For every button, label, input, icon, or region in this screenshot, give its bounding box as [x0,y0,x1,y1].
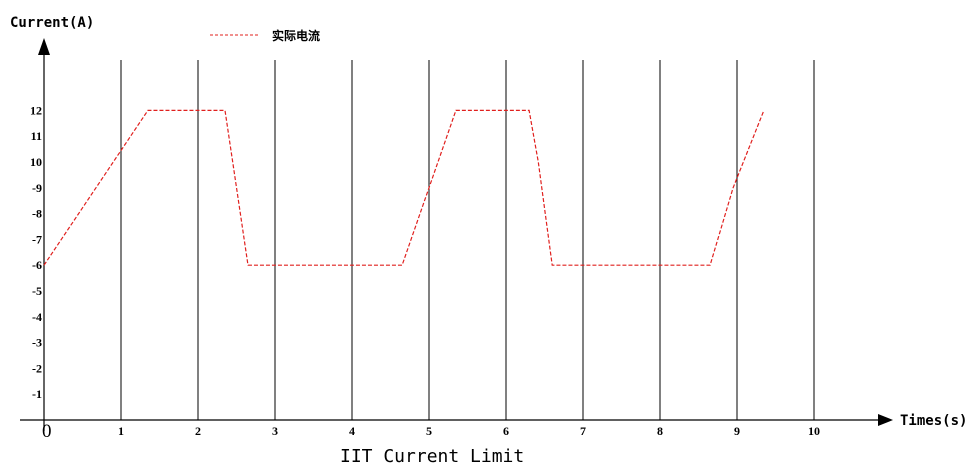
y-tick-label: -9 [32,181,42,195]
axes [20,38,893,431]
y-tick-label: -8 [32,207,42,221]
y-tick-label: 12 [30,103,42,117]
y-tick-label: -7 [32,232,42,246]
x-tick-label: 10 [808,424,820,438]
y-tick-labels: -1 -2 -3 -4 -5 -6 -7 -8 -9 10 11 12 [30,103,42,401]
y-tick-label: -5 [32,284,42,298]
x-tick-label: 4 [349,424,355,438]
y-tick-label: -4 [32,310,42,324]
x-axis-arrow-icon [878,414,893,426]
series-layer [43,109,765,266]
y-tick-label: -3 [32,336,42,350]
y-axis-arrow-icon [38,38,50,55]
x-tick-labels: 1 2 3 4 5 6 7 8 9 10 [118,424,820,438]
y-tick-label: -1 [32,387,42,401]
x-tick-label: 1 [118,424,124,438]
y-tick-label: -2 [32,361,42,375]
legend-label: 实际电流 [272,28,320,43]
x-tick-label: 9 [734,424,740,438]
x-tick-label: 3 [272,424,278,438]
origin-label: 0 [42,421,52,442]
y-axis-label: Current(A) [10,15,94,31]
y-tick-label: 11 [31,129,42,143]
y-tick-label: 10 [30,155,42,169]
x-tick-label: 5 [426,424,432,438]
x-tick-label: 8 [657,424,663,438]
x-tick-label: 2 [195,424,201,438]
x-axis-label: Times(s) [900,413,967,429]
y-tick-label: -6 [32,258,42,272]
x-tick-label: 7 [580,424,586,438]
chart-title: IIT Current Limit [340,446,524,463]
legend: 实际电流 [210,28,320,43]
x-tick-label: 6 [503,424,509,438]
vertical-gridlines [120,60,815,420]
series-line-0 [43,109,765,266]
